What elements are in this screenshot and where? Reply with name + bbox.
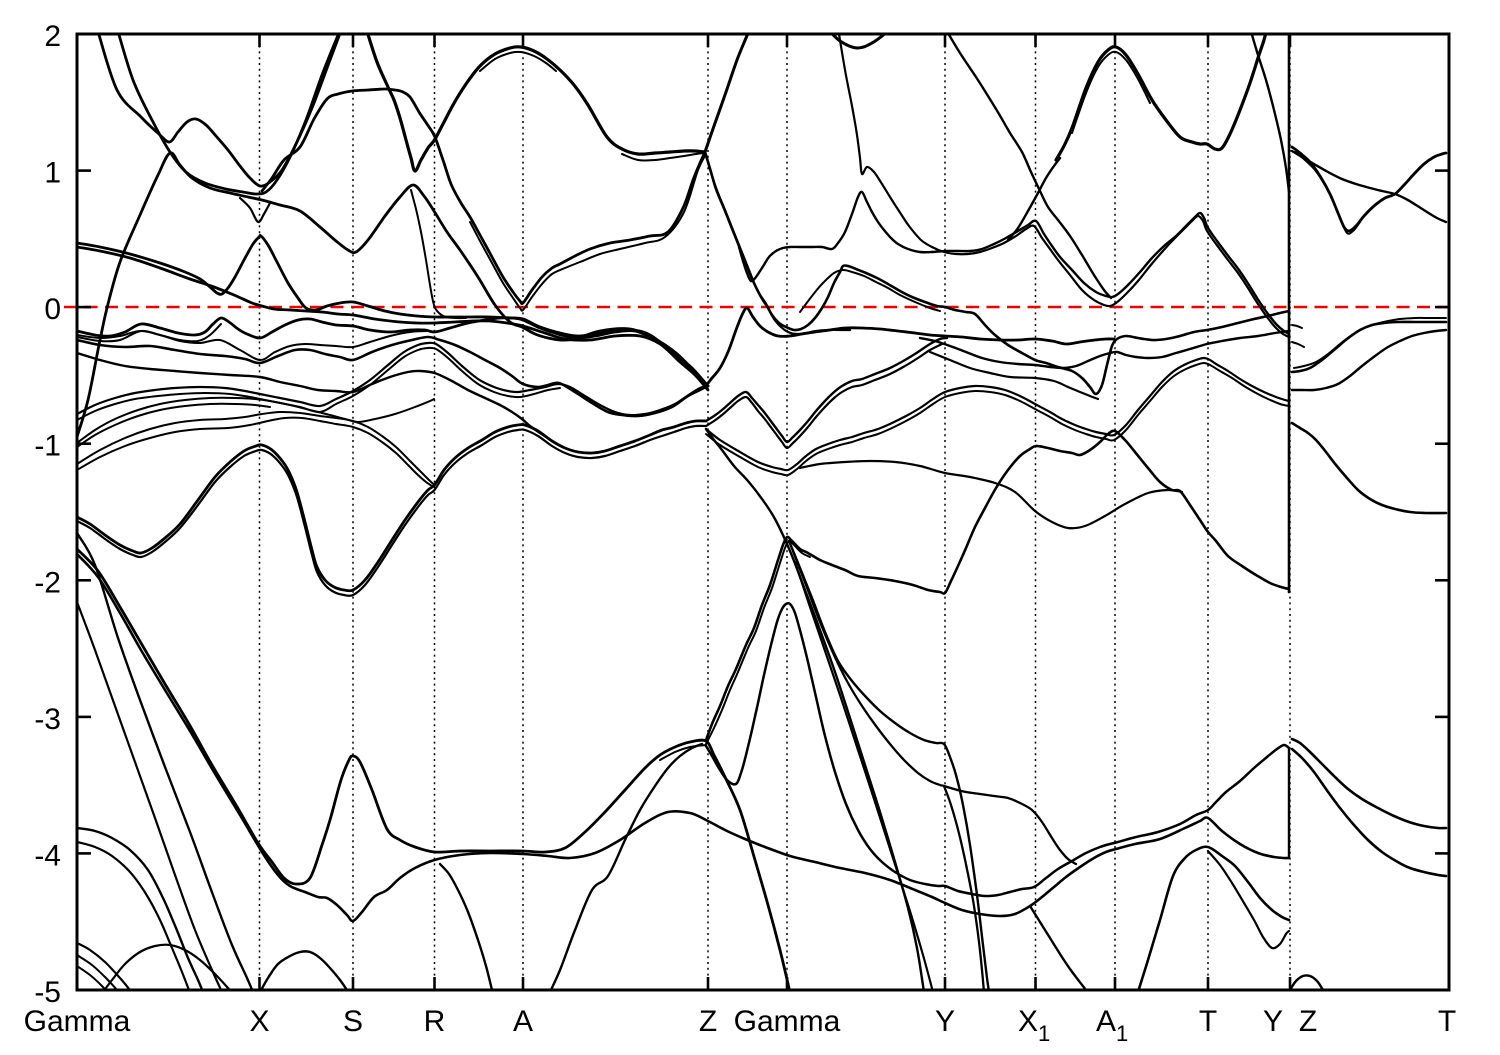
svg-text:A: A (513, 1005, 533, 1038)
svg-text:Gamma: Gamma (734, 1005, 841, 1038)
svg-text:A: A (1096, 1005, 1116, 1038)
svg-text:1: 1 (44, 157, 61, 190)
svg-text:1: 1 (1116, 1021, 1128, 1046)
svg-text:S: S (343, 1005, 363, 1038)
svg-text:T: T (1438, 1005, 1456, 1038)
svg-text:2: 2 (44, 20, 61, 53)
svg-text:-5: -5 (34, 976, 61, 1009)
svg-text:-3: -3 (34, 703, 61, 736)
svg-text:Y: Y (1263, 1005, 1283, 1038)
svg-text:Z: Z (699, 1005, 717, 1038)
svg-text:-2: -2 (34, 566, 61, 599)
svg-text:X: X (249, 1005, 269, 1038)
svg-text:0: 0 (44, 293, 61, 326)
svg-text:T: T (1199, 1005, 1217, 1038)
svg-text:-1: -1 (34, 430, 61, 463)
svg-text:-4: -4 (34, 839, 61, 872)
svg-text:Z: Z (1299, 1005, 1317, 1038)
svg-text:Y: Y (935, 1005, 955, 1038)
svg-text:X: X (1018, 1005, 1038, 1038)
svg-text:1: 1 (1038, 1021, 1050, 1046)
svg-text:Gamma: Gamma (24, 1005, 131, 1038)
svg-text:R: R (424, 1005, 446, 1038)
